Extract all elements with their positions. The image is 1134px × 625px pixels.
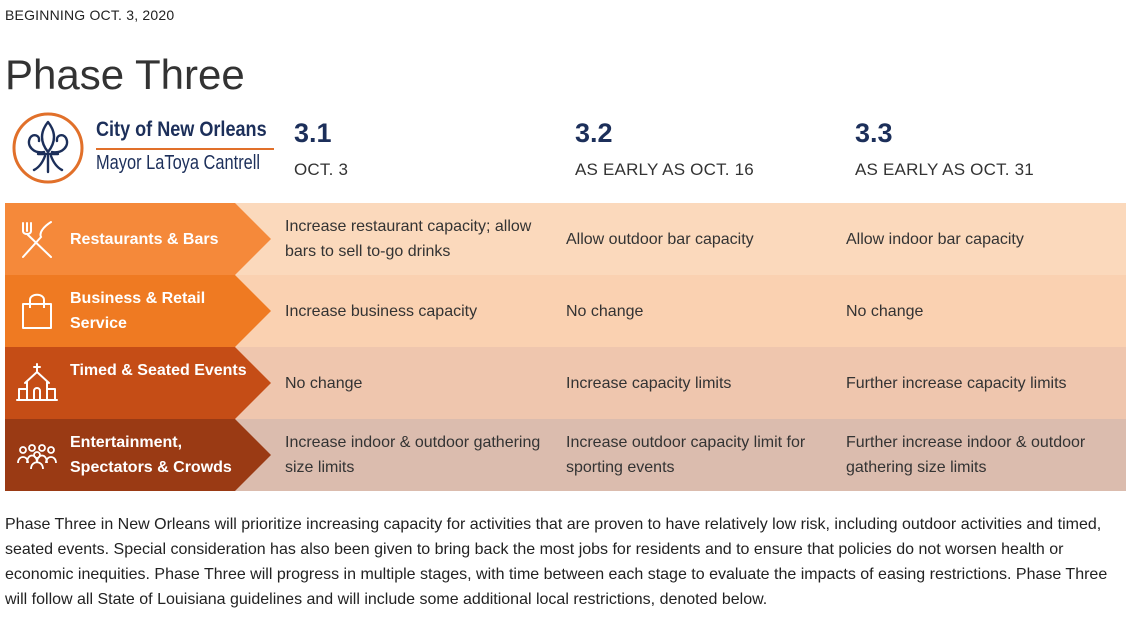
row-label: Business & Retail Service bbox=[70, 290, 206, 332]
description-paragraph: Phase Three in New Orleans will prioriti… bbox=[5, 516, 1108, 608]
table-row-events: Timed & Seated Events No change Increase… bbox=[5, 347, 1126, 419]
logo-mayor-name: Mayor LaToya Cantrell bbox=[96, 152, 261, 174]
crowd-icon bbox=[17, 444, 57, 470]
cell-phase-3-2: No change bbox=[566, 303, 644, 320]
page-title: Phase Three bbox=[5, 51, 245, 98]
row-label-arrow bbox=[5, 419, 271, 491]
cell-phase-3-1: Increase business capacity bbox=[285, 303, 478, 320]
cell-phase-3-3: Allow indoor bar capacity bbox=[846, 231, 1024, 248]
phase-table: Restaurants & Bars Increase restaurant c… bbox=[5, 203, 1126, 491]
cell-phase-3-2: Allow outdoor bar capacity bbox=[566, 231, 754, 248]
cell-phase-3-2: Increase outdoor capacity limit for spor… bbox=[566, 434, 806, 476]
phase-date: AS EARLY AS OCT. 31 bbox=[855, 160, 1034, 179]
chapel-icon bbox=[16, 363, 58, 401]
city-logo: City of New Orleans Mayor LaToya Cantrel… bbox=[12, 110, 282, 188]
logo-city-name: City of New Orleans bbox=[96, 118, 267, 141]
phase-header-3-2: 3.2 AS EARLY AS OCT. 16 bbox=[575, 116, 754, 180]
row-label-arrow bbox=[5, 275, 271, 347]
fleur-de-lis-icon bbox=[12, 112, 84, 184]
cell-phase-3-1: Increase indoor & outdoor gathering size… bbox=[285, 434, 541, 476]
phase-number: 3.2 bbox=[575, 118, 613, 148]
row-label: Restaurants & Bars bbox=[70, 231, 219, 248]
cell-phase-3-2: Increase capacity limits bbox=[566, 375, 732, 392]
cell-phase-3-1: No change bbox=[285, 375, 363, 392]
table-row-restaurants: Restaurants & Bars Increase restaurant c… bbox=[5, 203, 1126, 275]
cell-phase-3-3: No change bbox=[846, 303, 924, 320]
row-label: Timed & Seated Events bbox=[70, 362, 247, 379]
row-label: Entertainment, Spectators & Crowds bbox=[70, 434, 232, 476]
table-row-entertainment: Entertainment, Spectators & Crowds Incre… bbox=[5, 419, 1126, 491]
phase-header-3-3: 3.3 AS EARLY AS OCT. 31 bbox=[855, 116, 1034, 180]
phase-header-3-1: 3.1 OCT. 3 bbox=[294, 116, 348, 180]
phase-number: 3.3 bbox=[855, 118, 893, 148]
phase-number: 3.1 bbox=[294, 118, 332, 148]
phase-date: AS EARLY AS OCT. 16 bbox=[575, 160, 754, 179]
phase-date: OCT. 3 bbox=[294, 160, 349, 179]
row-label-arrow bbox=[5, 203, 271, 275]
cell-phase-3-3: Further increase capacity limits bbox=[846, 375, 1067, 392]
date-eyebrow: BEGINNING OCT. 3, 2020 bbox=[5, 7, 175, 23]
table-row-business: Business & Retail Service Increase busin… bbox=[5, 275, 1126, 347]
cell-phase-3-3: Further increase indoor & outdoor gather… bbox=[846, 434, 1086, 476]
shopping-bag-icon bbox=[22, 293, 52, 329]
cell-phase-3-1: Increase restaurant capacity; allow bars… bbox=[285, 218, 532, 260]
fork-knife-icon bbox=[22, 221, 52, 258]
row-label-arrow bbox=[5, 347, 271, 419]
logo-divider bbox=[96, 148, 274, 150]
